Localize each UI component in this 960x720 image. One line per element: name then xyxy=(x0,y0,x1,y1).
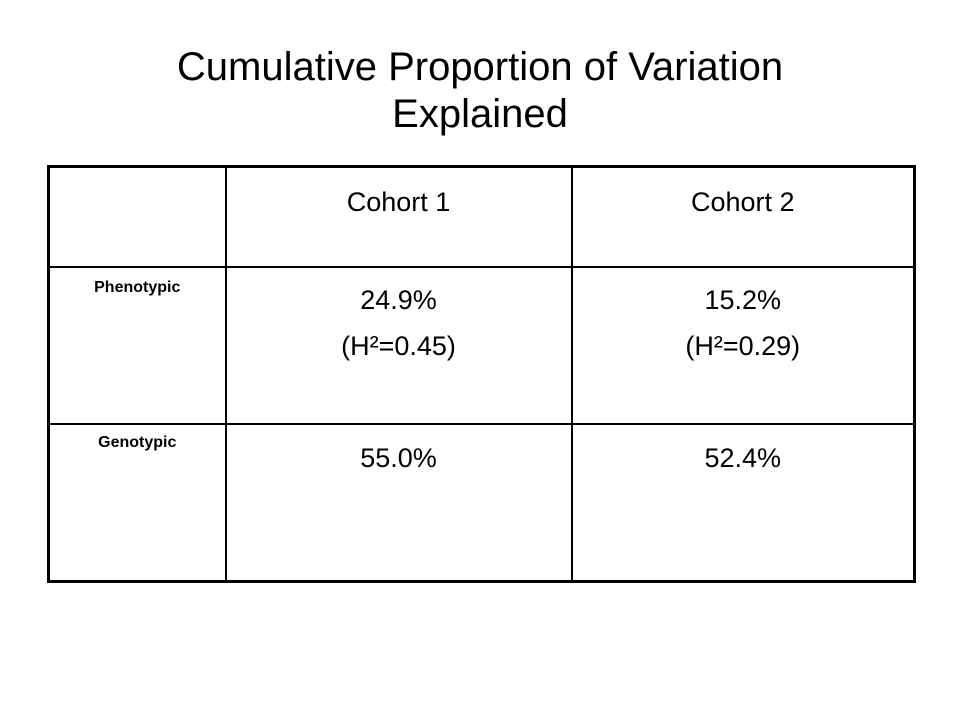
header-corner-cell xyxy=(49,167,226,267)
slide-title-line-1: Cumulative Proportion of Variation xyxy=(176,45,784,89)
header-cohort-2: Cohort 2 xyxy=(570,166,915,267)
cell-heritability-note: (H²=0.45) xyxy=(341,330,456,361)
cell-value: 55.0% xyxy=(360,442,437,473)
header-cohort-1: Cohort 1 xyxy=(224,166,572,267)
slide-title-line-2: Explained xyxy=(392,92,568,136)
cell-phenotypic-cohort-2: 15.2% (H²=0.29) xyxy=(570,265,915,424)
cell-value: 24.9% xyxy=(360,284,437,315)
variation-table: Cohort 1 Cohort 2 Phenotypic 24.9% (H²=0… xyxy=(47,165,916,583)
cell-heritability-note: (H²=0.29) xyxy=(685,330,801,361)
cell-value: 15.2% xyxy=(704,284,782,315)
table-row: Phenotypic 24.9% (H²=0.45) 15.2% (H²=0.2… xyxy=(48,265,915,424)
cell-genotypic-cohort-2: 52.4% xyxy=(570,422,915,582)
cell-genotypic-cohort-1: 55.0% xyxy=(224,422,572,582)
table-header-row: Cohort 1 Cohort 2 xyxy=(49,166,915,267)
row-label-phenotypic: Phenotypic xyxy=(48,265,226,424)
cell-value: 52.4% xyxy=(704,442,782,473)
row-label-genotypic: Genotypic xyxy=(48,422,226,582)
cell-phenotypic-cohort-1: 24.9% (H²=0.45) xyxy=(224,265,572,424)
slide-title: Cumulative Proportion of Variation Expla… xyxy=(0,44,960,138)
table-row: Genotypic 55.0% 52.4% xyxy=(48,422,915,582)
